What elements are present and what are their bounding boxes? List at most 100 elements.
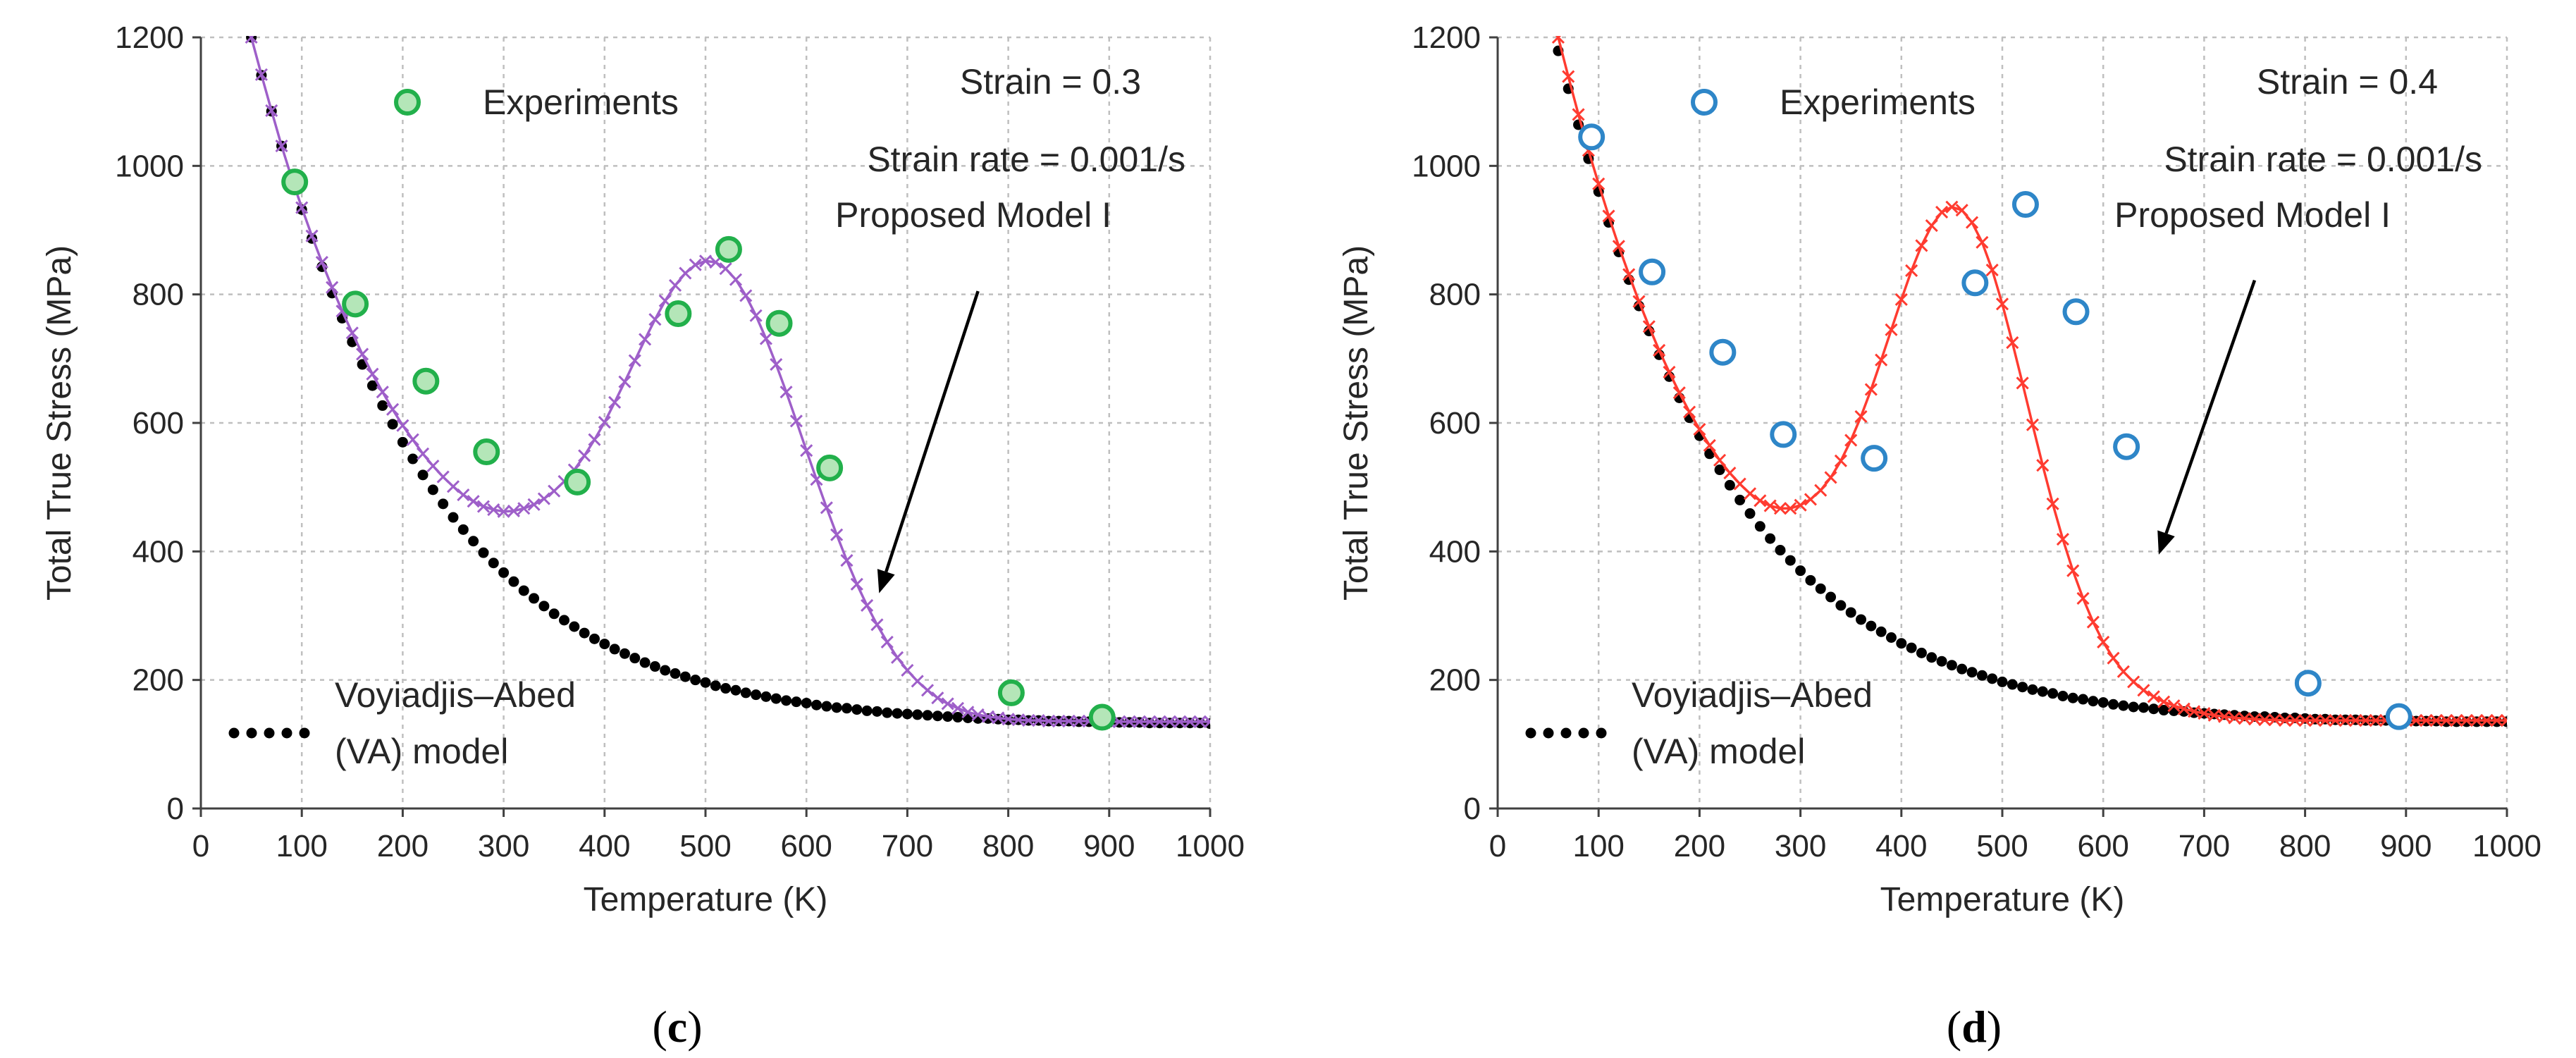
proposed-model-marker <box>1733 477 1746 491</box>
proposed-model-marker <box>376 386 389 399</box>
experiment-point <box>412 367 440 395</box>
proposed-model-marker <box>517 502 531 515</box>
x-tick-label: 700 <box>2178 829 2230 863</box>
panel-label-paren-open: ( <box>652 1002 667 1052</box>
x-tick-label: 800 <box>982 829 1034 863</box>
y-tick-label: 800 <box>133 278 184 312</box>
va-model-point <box>599 639 610 650</box>
proposed-model-marker <box>1022 714 1035 727</box>
proposed-model-marker <box>1995 297 2009 311</box>
experiments-series <box>281 168 1116 731</box>
proposed-model-marker <box>1002 713 1015 726</box>
chart-text: Strain = 0.4 Strain rate = 0.001/s Propose… <box>1947 62 2482 1052</box>
proposed-model-marker <box>679 266 692 280</box>
proposed-model-marker <box>1794 498 1807 512</box>
va-model-point <box>679 671 691 682</box>
proposed-model-annotation: Proposed Model I <box>2114 195 2391 235</box>
panel-label: (d) <box>1947 1002 2002 1052</box>
proposed-model-marker <box>2268 713 2281 727</box>
proposed-model-marker <box>386 402 400 416</box>
proposed-model-marker <box>1773 502 1787 515</box>
va-model-point <box>2027 684 2038 695</box>
va-model-point <box>1956 663 1968 675</box>
va-model-point <box>2017 682 2028 693</box>
va-model-point <box>448 512 459 523</box>
proposed-model-marker <box>2056 532 2069 546</box>
proposed-model-marker <box>628 354 641 367</box>
experiment-point <box>2062 298 2090 326</box>
va-model-point <box>1875 626 1887 637</box>
va-model-point <box>952 712 963 723</box>
proposed-model-marker <box>1203 715 1210 728</box>
va-model-point <box>791 696 802 708</box>
experiment-point <box>765 309 793 337</box>
va-model-point <box>2148 703 2159 715</box>
proposed-model-marker <box>850 577 863 591</box>
panel-label-paren-close: ) <box>1987 1002 2002 1052</box>
legend-va-marker <box>228 727 240 739</box>
x-tick-label: 0 <box>192 829 209 863</box>
proposed-model-marker <box>1743 487 1757 500</box>
proposed-model-marker <box>608 395 622 409</box>
proposed-model-marker <box>749 309 763 322</box>
proposed-model-marker <box>2086 615 2100 629</box>
va-model-point <box>397 436 408 448</box>
proposed-model-marker <box>698 254 713 268</box>
x-tick-label: 400 <box>579 829 630 863</box>
proposed-model-marker <box>2188 705 2201 718</box>
proposed-model-marker <box>2177 702 2190 715</box>
proposed-model-marker <box>2429 714 2443 727</box>
experiment-point <box>1861 445 1888 472</box>
proposed-model-marker <box>426 460 440 473</box>
x-tick-label: 0 <box>1489 829 1506 863</box>
proposed-model-marker <box>2329 714 2342 727</box>
proposed-model-marker <box>1032 714 1045 727</box>
x-tick-label: 600 <box>2077 829 2128 863</box>
proposed-model-marker <box>1965 216 1979 229</box>
proposed-model-marker <box>2217 710 2231 723</box>
x-tick-label: 200 <box>377 829 429 863</box>
y-tick-label: 1200 <box>115 20 184 55</box>
x-tick-label: 500 <box>679 829 731 863</box>
experiment-point <box>816 454 844 481</box>
proposed-model-marker <box>689 258 702 271</box>
proposed-model-marker <box>1622 268 1636 281</box>
proposed-model-series <box>245 36 1210 728</box>
va-model-point <box>2067 692 2078 703</box>
va-model-point <box>1866 620 1877 632</box>
va-model-point <box>417 469 429 481</box>
va-model-point <box>1896 638 1907 649</box>
va-model-point <box>861 705 873 716</box>
va-model-point <box>1976 670 1988 681</box>
proposed-model-marker <box>861 598 874 612</box>
va-model-point <box>1987 673 1998 684</box>
proposed-model-marker <box>2450 714 2463 727</box>
proposed-model-marker <box>739 289 753 302</box>
proposed-model-marker <box>779 386 793 399</box>
va-model-point <box>508 576 519 587</box>
proposed-model-marker <box>719 262 732 276</box>
proposed-model-marker <box>507 504 520 517</box>
legend-experiments-label: Experiments <box>483 82 679 122</box>
proposed-model-marker <box>1011 713 1025 727</box>
va-model-point <box>2007 679 2018 690</box>
proposed-model-marker <box>2238 712 2251 725</box>
y-tick-label: 0 <box>1464 792 1481 826</box>
experiment-point <box>473 438 500 466</box>
proposed-model-marker <box>1985 263 1999 277</box>
va-model-point <box>851 704 863 715</box>
proposed-model-marker <box>366 367 379 381</box>
proposed-model-marker <box>1723 467 1737 480</box>
proposed-model-marker <box>971 708 985 721</box>
proposed-model-marker <box>295 201 309 214</box>
proposed-model-marker <box>2440 714 2453 727</box>
va-model-point <box>629 653 641 664</box>
y-tick-label: 200 <box>1429 663 1481 698</box>
proposed-model-marker <box>1713 453 1727 467</box>
proposed-model-marker <box>588 433 601 446</box>
proposed-model-marker <box>2369 714 2382 727</box>
x-axis-label: Temperature (K) <box>584 881 828 918</box>
proposed-model-marker <box>1042 714 1055 728</box>
proposed-model-marker <box>941 697 954 711</box>
proposed-model-marker <box>1562 70 1575 83</box>
